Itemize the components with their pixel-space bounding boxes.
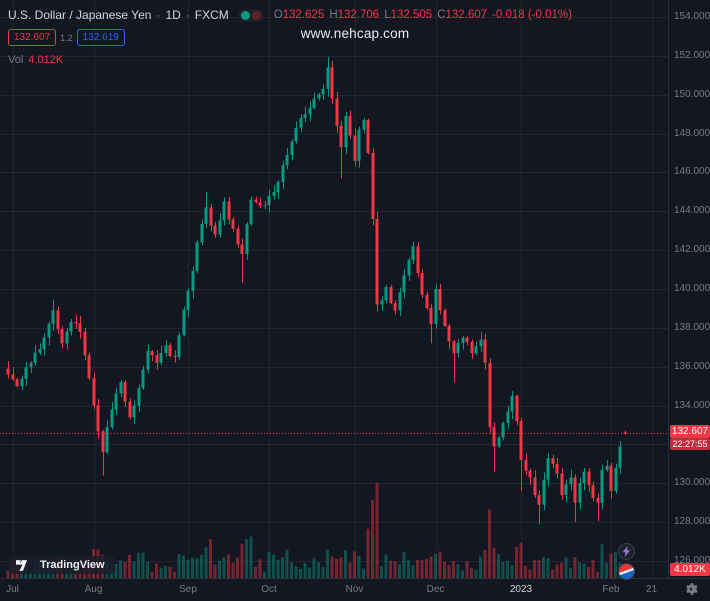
price-tick: 140.000 bbox=[674, 283, 710, 294]
price-axis[interactable]: 132.607 22:27:55 4.012K 154.000 152.000 15… bbox=[668, 0, 710, 578]
maroon-dot-icon bbox=[251, 10, 261, 20]
tradingview-logo-text: TradingView bbox=[40, 559, 105, 571]
exchange-label[interactable]: FXCM bbox=[194, 8, 229, 22]
price-tick: 128.000 bbox=[674, 516, 710, 528]
candle-countdown-tag: 22:27:55 bbox=[670, 437, 710, 450]
price-tick: 142.000 bbox=[674, 244, 710, 256]
candlestick-chart-canvas[interactable] bbox=[0, 0, 668, 578]
time-tick: Feb bbox=[602, 584, 620, 595]
brand-roundel-button[interactable] bbox=[618, 563, 635, 580]
price-tick: 130.000 bbox=[674, 477, 710, 489]
open-label: O bbox=[273, 9, 283, 21]
high-label: H bbox=[329, 9, 338, 21]
separator: · bbox=[156, 8, 161, 22]
close-value: 132.607 bbox=[445, 9, 488, 21]
close-label: C bbox=[437, 9, 446, 21]
ask-price-button[interactable]: 132.619 bbox=[76, 29, 125, 46]
price-tick: 150.000 bbox=[674, 88, 710, 100]
price-tick: 144.000 bbox=[674, 205, 710, 217]
tradingview-logo[interactable]: TradingView bbox=[8, 556, 115, 574]
price-tick: 138.000 bbox=[674, 321, 710, 333]
price-tick: 152.000 bbox=[674, 49, 710, 61]
tradingview-mark-icon bbox=[16, 559, 28, 571]
time-tick: Nov bbox=[345, 584, 364, 595]
interval-label[interactable]: 1D bbox=[165, 8, 181, 22]
bid-price-button[interactable]: 132.607 bbox=[8, 29, 57, 46]
chart-header: U.S. Dollar / Japanese Yen · 1D · FXCM O… bbox=[8, 8, 572, 66]
low-value: 132.505 bbox=[390, 9, 433, 21]
current-price-tag: 132.607 bbox=[670, 424, 710, 438]
volume-value: 4.012K bbox=[28, 54, 64, 66]
change-value: -0.018 (-0.01%) bbox=[492, 9, 572, 21]
green-dot-icon bbox=[240, 10, 250, 20]
spread-value: 1.2 bbox=[60, 32, 73, 43]
price-tick: 148.000 bbox=[674, 127, 710, 139]
lightning-icon bbox=[622, 546, 631, 557]
price-tick: 134.000 bbox=[674, 399, 710, 411]
time-tick: Sep bbox=[179, 584, 197, 595]
open-value: 132.625 bbox=[282, 9, 325, 21]
time-tick: 2023 bbox=[509, 584, 533, 595]
price-tick: 146.000 bbox=[674, 166, 710, 178]
price-tick: 126.000 bbox=[674, 555, 710, 566]
lightning-quick-action-button[interactable] bbox=[618, 543, 635, 560]
symbol-title[interactable]: U.S. Dollar / Japanese Yen bbox=[8, 8, 152, 22]
low-label: L bbox=[384, 9, 391, 21]
high-value: 132.706 bbox=[337, 9, 380, 21]
separator: · bbox=[185, 8, 190, 22]
time-tick: Aug bbox=[84, 584, 103, 595]
time-tick: 21 bbox=[645, 584, 658, 595]
price-tick: 136.000 bbox=[674, 360, 710, 372]
volume-label[interactable]: Vol bbox=[8, 54, 24, 66]
settings-gear-icon[interactable] bbox=[684, 582, 698, 596]
price-tick: 154.000 bbox=[674, 11, 710, 22]
visibility-toggle[interactable] bbox=[237, 8, 264, 22]
time-tick: Dec bbox=[426, 584, 445, 595]
time-axis[interactable]: Jul Aug Sep Oct Nov Dec 2023 Feb 21 bbox=[0, 578, 710, 601]
ohlc-values: O132.625 H132.706 L132.505 C132.607 -0.0… bbox=[274, 9, 572, 21]
time-tick: Oct bbox=[261, 584, 277, 595]
volume-axis-tag: 4.012K bbox=[670, 563, 710, 576]
time-tick: Jul bbox=[6, 584, 19, 595]
